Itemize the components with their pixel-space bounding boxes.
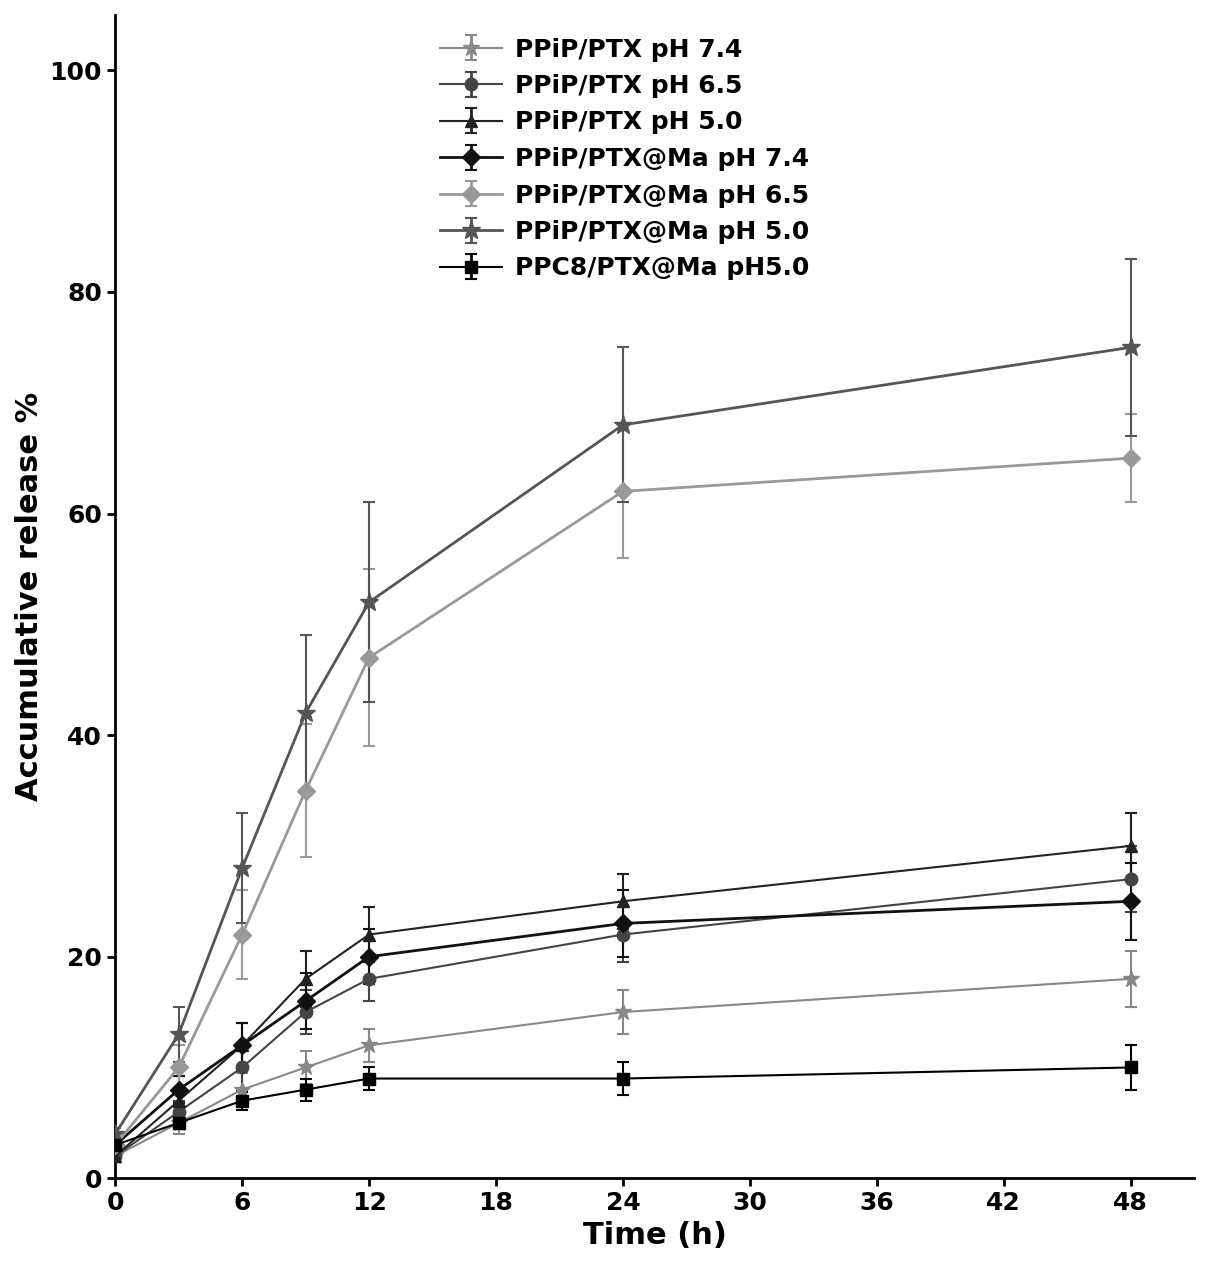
Y-axis label: Accumulative release %: Accumulative release % (15, 392, 44, 801)
X-axis label: Time (h): Time (h) (583, 1221, 727, 1250)
Legend: PPiP/PTX pH 7.4, PPiP/PTX pH 6.5, PPiP/PTX pH 5.0, PPiP/PTX@Ma pH 7.4, PPiP/PTX@: PPiP/PTX pH 7.4, PPiP/PTX pH 6.5, PPiP/P… (430, 28, 820, 291)
